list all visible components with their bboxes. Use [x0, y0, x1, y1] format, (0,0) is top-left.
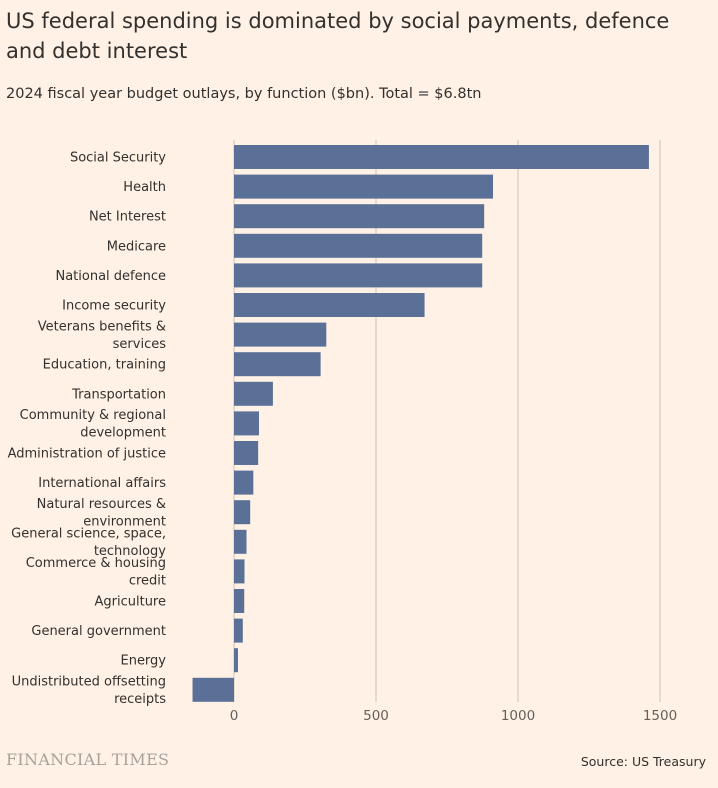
bar	[234, 559, 245, 584]
category-label: Net Interest	[89, 210, 166, 225]
ft-logo: FINANCIAL TIMES	[6, 750, 170, 769]
category-label: Administration of justice	[8, 447, 166, 462]
bar	[234, 441, 259, 465]
category-label: Agriculture	[95, 595, 167, 610]
category-label: Transportation	[71, 387, 166, 402]
category-label: General science, space, technology	[11, 527, 166, 560]
category-label: Medicare	[107, 239, 166, 254]
bar-chart: Social Security Health Net Interest Medicar…	[8, 140, 677, 724]
category-label: Natural resources & environment	[37, 497, 166, 530]
bar	[234, 263, 483, 288]
bar	[192, 677, 234, 702]
x-tick-label: 500	[363, 708, 389, 724]
x-tick-label: 1500	[643, 708, 677, 724]
bar	[234, 293, 425, 317]
category-label: Undistributed offsetting receipts	[12, 675, 167, 708]
bar	[234, 204, 485, 229]
x-tick-label: 0	[230, 708, 239, 724]
bar	[234, 381, 273, 406]
bar	[234, 174, 494, 199]
category-label: Veterans benefits & services	[38, 319, 166, 352]
bar	[234, 500, 251, 525]
bar	[234, 233, 483, 258]
bar	[234, 352, 321, 377]
x-tick-label: 1000	[501, 708, 535, 724]
bar	[234, 648, 238, 673]
bar	[234, 145, 649, 169]
bars	[192, 145, 649, 702]
category-labels: Social Security Health Net Interest Medicar…	[8, 151, 167, 708]
bar	[234, 322, 327, 347]
category-label: Social Security	[70, 151, 166, 166]
category-label: Education, training	[43, 358, 166, 373]
category-label: General government	[31, 624, 166, 639]
bar	[234, 529, 247, 554]
category-label: Community & regional development	[20, 408, 166, 441]
source-note: Source: US Treasury	[580, 754, 706, 769]
category-label: Commerce & housing credit	[26, 556, 166, 589]
category-label: Income security	[62, 299, 166, 314]
bar	[234, 411, 259, 436]
bar	[234, 470, 254, 495]
chart-title: US federal spending is dominated by soci…	[6, 9, 670, 63]
category-label: National defence	[55, 269, 166, 284]
category-label: Health	[123, 180, 166, 195]
chart-subtitle: 2024 fiscal year budget outlays, by func…	[6, 86, 482, 102]
category-label: International affairs	[38, 476, 166, 491]
bar	[234, 589, 245, 613]
category-label: Energy	[120, 654, 166, 669]
x-axis-tick-labels: 0 500 1000 1500	[230, 708, 677, 724]
bar	[234, 618, 243, 643]
